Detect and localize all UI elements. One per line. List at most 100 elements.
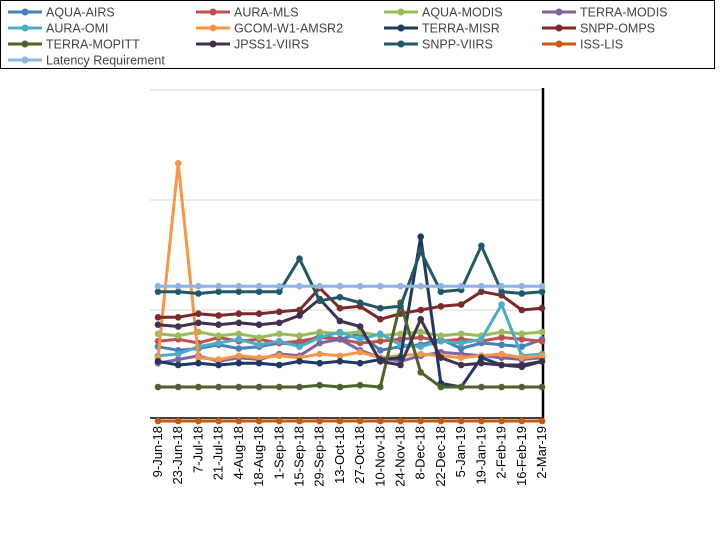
gridlines (150, 89, 543, 311)
data-point (316, 339, 324, 347)
x-tick-labels: 9-Jun-18 23-Jun-18 7-Jul-18 21-Jul-18 4-Aug-… (150, 426, 549, 487)
data-point (538, 282, 546, 290)
data-point (457, 301, 465, 308)
legend-item-iss-lis: ISS-LIS (542, 38, 623, 52)
data-point (538, 383, 546, 391)
data-point (538, 304, 546, 312)
data-point (215, 383, 222, 391)
series-line-aqua-modis (157, 330, 543, 339)
data-point (235, 417, 243, 425)
data-point (296, 282, 303, 290)
data-point (276, 337, 283, 345)
series-lines (154, 160, 546, 425)
legend-label: AQUA-MODIS (422, 6, 503, 20)
data-point (336, 417, 344, 425)
data-point (296, 343, 303, 351)
series-line-terra-mopitt (158, 301, 542, 389)
legend-item-aura-mls: AURA-MLS (196, 6, 299, 20)
data-point (255, 282, 263, 290)
data-point (154, 417, 162, 425)
legend-item-jpss1-viirs: JPSS1-VIIRS (196, 38, 309, 52)
data-point (336, 293, 344, 301)
data-point (296, 255, 303, 262)
data-point (215, 361, 222, 369)
data-point (276, 282, 283, 290)
legend-label: Latency Requirement (46, 54, 165, 68)
x-tick-label: 8-Dec-18 (413, 426, 428, 479)
data-point (316, 328, 324, 336)
data-point (255, 334, 263, 341)
x-tick-label: 4-Aug-18 (231, 426, 246, 479)
data-point (174, 361, 182, 369)
data-point (235, 310, 243, 318)
legend-label: JPSS1-VIIRS (234, 38, 309, 52)
x-tick-label: 27-Oct-18 (352, 426, 367, 484)
data-point (255, 359, 263, 367)
data-point (215, 356, 222, 363)
series-jpss1-viirs (154, 295, 546, 369)
data-point (478, 359, 485, 367)
data-point (356, 359, 364, 367)
data-point (538, 358, 546, 365)
data-point (478, 288, 485, 296)
legend-item-gcom-w1-amsr2: GCOM-W1-AMSR2 (196, 22, 343, 36)
data-point (336, 383, 344, 391)
legend-box (0, 0, 715, 69)
data-point (174, 350, 182, 358)
data-point (174, 282, 182, 290)
legend: AQUA-AIRS AURA-MLS AQUA-MODIS TERRA-MODIS AU… (8, 6, 668, 68)
data-point (215, 288, 222, 296)
x-tick-label: 13-Oct-18 (332, 426, 347, 484)
legend-swatch-marker (397, 40, 405, 48)
x-tick-label: 16-Feb-19 (514, 426, 529, 486)
data-point (377, 417, 384, 425)
data-point (437, 332, 445, 340)
data-point (195, 319, 202, 327)
series-iss-lis (154, 417, 546, 425)
data-point (498, 282, 505, 290)
legend-label: TERRA-MODIS (580, 6, 668, 20)
data-point (316, 297, 324, 305)
data-point (276, 330, 283, 338)
x-tick-label: 7-Jul-18 (190, 426, 205, 473)
legend-item-aura-omi: AURA-OMI (8, 22, 109, 36)
data-point (356, 348, 364, 356)
data-point (498, 383, 505, 391)
data-point (478, 383, 485, 391)
axes (150, 88, 545, 424)
series-line-snpp-omps (158, 286, 543, 321)
data-point (397, 417, 404, 425)
data-point (417, 369, 425, 376)
data-point (377, 304, 384, 312)
data-point (336, 358, 344, 365)
data-point (417, 328, 425, 336)
data-point (498, 341, 505, 349)
legend-swatch-marker (209, 8, 217, 16)
data-point (356, 417, 364, 425)
data-point (518, 306, 526, 314)
data-point (276, 319, 283, 327)
data-point (255, 288, 263, 296)
x-tick-label: 24-Nov-18 (393, 426, 408, 487)
data-point (417, 315, 425, 323)
data-point (276, 352, 283, 360)
data-point (478, 417, 485, 425)
legend-swatch-marker (21, 8, 29, 16)
data-point (377, 383, 384, 391)
legend-swatch-marker (21, 56, 29, 64)
data-point (336, 336, 344, 343)
data-point (377, 358, 384, 365)
data-point (174, 323, 182, 330)
legend-swatch-marker (555, 40, 563, 48)
data-point (255, 310, 263, 318)
data-point (417, 306, 425, 314)
series-snpp-omps (154, 284, 546, 323)
data-point (538, 352, 546, 360)
data-point (417, 334, 425, 341)
data-point (518, 330, 526, 338)
data-point (296, 417, 303, 425)
data-point (377, 347, 384, 354)
series-line-jpss1-viirs (157, 297, 543, 367)
data-point (255, 383, 263, 391)
data-point (457, 345, 465, 352)
